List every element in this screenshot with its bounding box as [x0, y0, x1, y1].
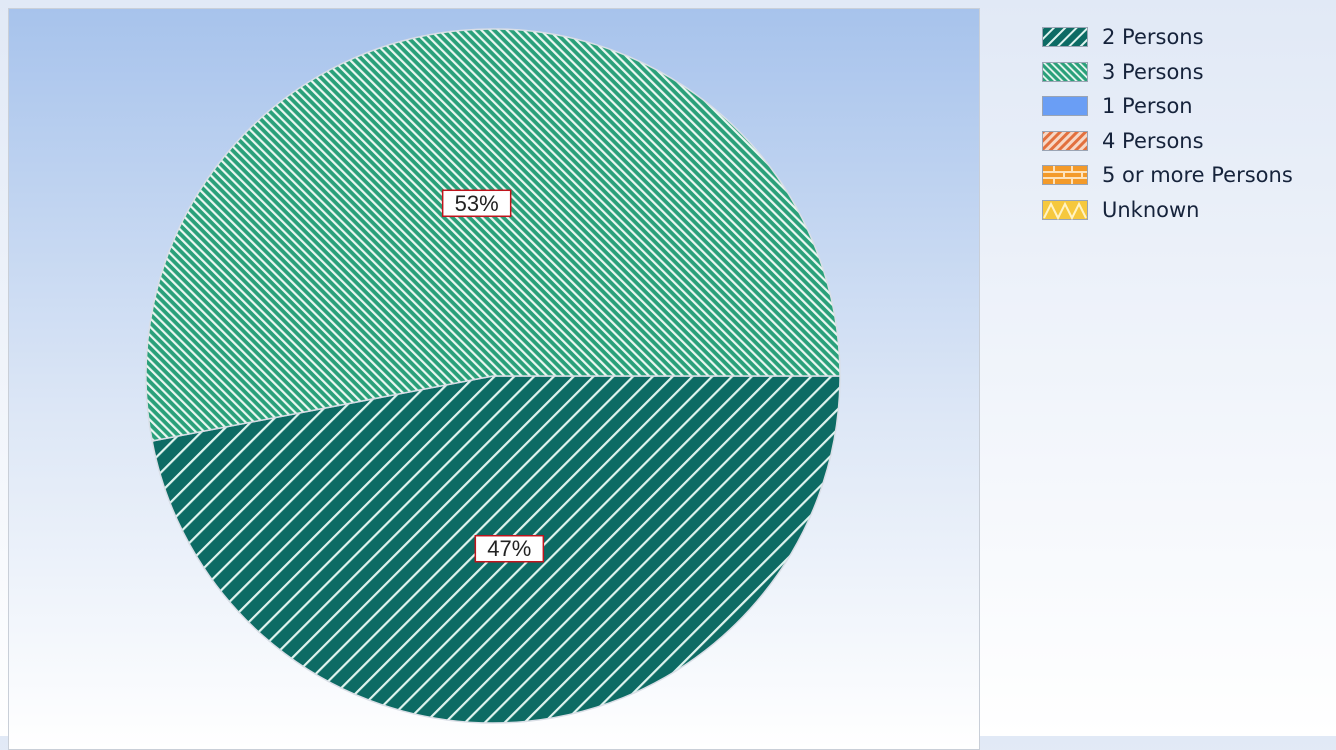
- data-label-2-persons: 47%: [474, 534, 545, 563]
- legend-item-unknown: Unknown: [1042, 193, 1293, 228]
- pie-chart: 47% 53%: [145, 28, 841, 724]
- chart-plot-area: 47% 53%: [8, 8, 980, 750]
- legend-swatch-unknown: [1042, 199, 1088, 220]
- legend-item-5-or-more-persons: 5 or more Persons: [1042, 158, 1293, 193]
- legend-label: 3 Persons: [1102, 59, 1204, 84]
- legend-label: Unknown: [1102, 197, 1200, 222]
- data-label-text: 47%: [487, 536, 531, 561]
- legend-swatch-1-person: [1042, 96, 1088, 117]
- data-label-box: [441, 189, 512, 218]
- legend-item-1-person: 1 Person: [1042, 89, 1293, 124]
- legend-swatch-2-persons: [1042, 27, 1088, 48]
- legend-label: 5 or more Persons: [1102, 163, 1293, 188]
- legend-label: 4 Persons: [1102, 128, 1204, 153]
- legend-item-4-persons: 4 Persons: [1042, 124, 1293, 159]
- legend-swatch-5-or-more-persons: [1042, 165, 1088, 186]
- pie-slice-3-persons: [145, 28, 841, 442]
- legend-label: 2 Persons: [1102, 25, 1204, 50]
- data-label-3-persons: 53%: [441, 189, 512, 218]
- data-label-text: 53%: [455, 191, 499, 216]
- chart-legend: 2 Persons 3 Persons 1 Person 4 Persons 5…: [1042, 20, 1293, 227]
- legend-swatch-4-persons: [1042, 130, 1088, 151]
- legend-item-3-persons: 3 Persons: [1042, 55, 1293, 90]
- legend-swatch-3-persons: [1042, 61, 1088, 82]
- legend-label: 1 Person: [1102, 94, 1193, 119]
- data-label-box: [474, 534, 545, 563]
- legend-item-2-persons: 2 Persons: [1042, 20, 1293, 55]
